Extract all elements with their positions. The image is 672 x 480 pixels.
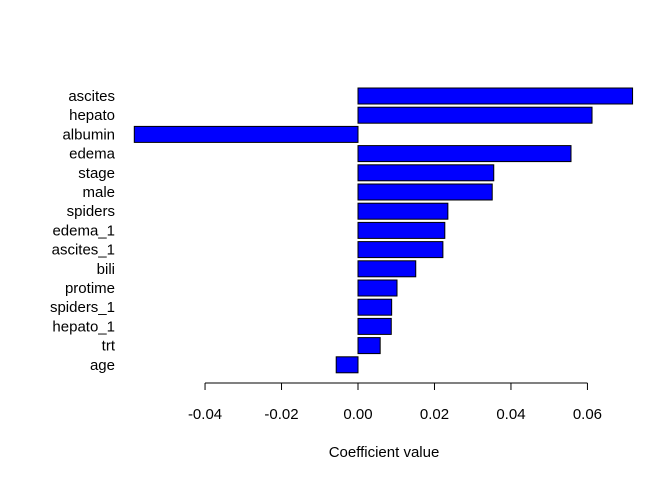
category-label-hepato: hepato (69, 107, 115, 124)
category-label-ascites_1: ascites_1 (52, 242, 115, 259)
x-tick-label: 0.06 (573, 406, 602, 423)
x-tick-label: -0.02 (264, 406, 298, 423)
category-label-edema_1: edema_1 (52, 222, 115, 239)
category-label-age: age (90, 357, 115, 374)
category-label-trt: trt (102, 338, 116, 355)
category-label-stage: stage (78, 165, 115, 182)
x-axis: -0.04 -0.02 0.00 0.02 0.04 0.06 (188, 382, 602, 423)
category-label-edema: edema (69, 146, 116, 163)
bar-spiders (357, 202, 449, 220)
x-tick-label: -0.04 (188, 406, 222, 423)
x-tick-label: 0.04 (496, 406, 525, 423)
bar-edema_1 (357, 221, 446, 239)
bar-edema (357, 145, 572, 163)
x-tick-label: 0.02 (420, 406, 449, 423)
category-label-spiders_1: spiders_1 (50, 299, 115, 316)
category-label-bili: bili (97, 261, 115, 278)
category-label-spiders: spiders (67, 203, 115, 220)
bar-ascites (357, 87, 634, 105)
bar-hepato (357, 106, 593, 124)
bars-group (133, 87, 634, 374)
category-label-ascites: ascites (68, 88, 115, 105)
bar-protime (357, 279, 398, 297)
bar-stage (357, 164, 495, 182)
category-label-protime: protime (65, 280, 115, 297)
category-label-hepato_1: hepato_1 (52, 318, 115, 335)
category-label-albumin: albumin (62, 126, 115, 143)
bar-ascites_1 (357, 241, 444, 259)
bar-bili (357, 260, 417, 278)
category-label-male: male (82, 184, 115, 201)
x-axis-title: Coefficient value (329, 444, 440, 461)
bar-hepato_1 (357, 317, 392, 335)
bar-male (357, 183, 493, 201)
bar-albumin (133, 125, 359, 143)
x-tick-label: 0.00 (343, 406, 372, 423)
bar-spiders_1 (357, 298, 393, 316)
category-labels-group: ascites hepato albumin edema stage male spider… (50, 88, 116, 374)
bar-trt (357, 337, 381, 355)
bar-age (335, 356, 359, 374)
